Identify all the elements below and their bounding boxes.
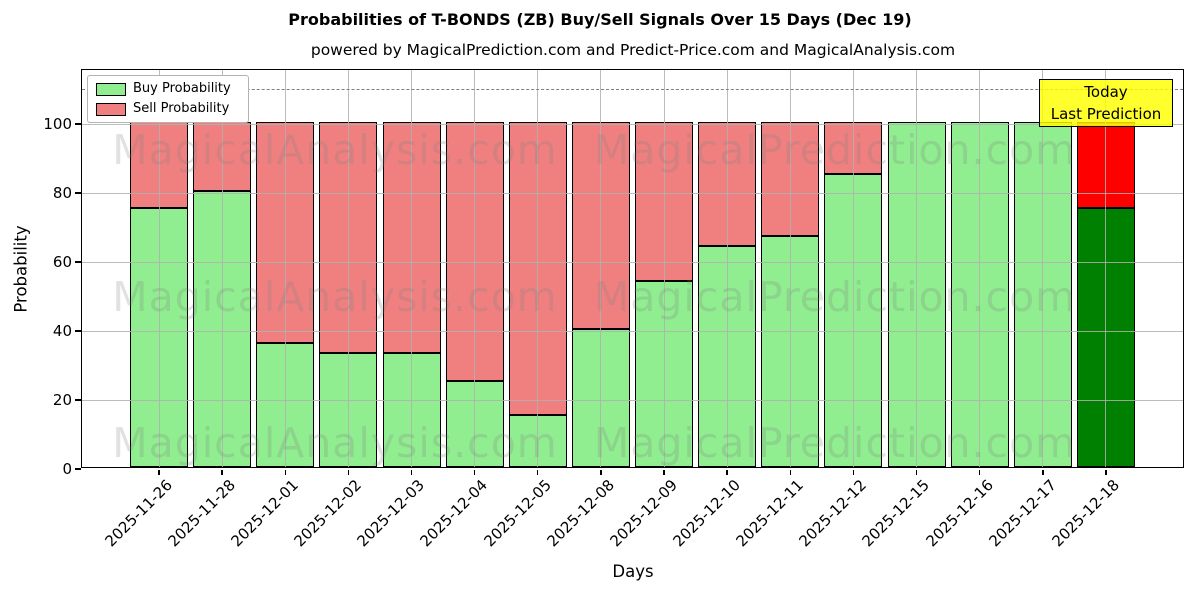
chart-title: Probabilities of T-BONDS (ZB) Buy/Sell S… <box>288 10 912 29</box>
y-tick-label: 0 <box>62 460 72 478</box>
bar-buy-segment <box>256 342 315 467</box>
x-tick-mark <box>537 470 539 475</box>
bar-sell-segment <box>193 122 252 191</box>
x-tick-mark <box>1042 470 1044 475</box>
x-tick-label: 2025-12-16 <box>922 476 997 551</box>
legend-item-buy: Buy Probability <box>96 82 240 96</box>
x-tick-label: 2025-11-26 <box>101 476 176 551</box>
y-tick-label: 40 <box>52 322 72 340</box>
today-annotation: Today Last Prediction <box>1039 79 1173 127</box>
bar-buy-segment <box>193 191 252 467</box>
bar-sell-segment <box>382 122 441 354</box>
x-tick-mark <box>978 470 981 475</box>
x-tick-mark <box>473 470 476 475</box>
chart-subtitle: powered by MagicalPrediction.com and Pre… <box>310 41 956 59</box>
plot-area: MagicalAnalysis.com MagicalPrediction.com… <box>81 69 1184 468</box>
bar-sell-segment <box>824 122 883 174</box>
x-tick-label: 2025-12-11 <box>732 476 808 551</box>
bar-sell-segment <box>445 122 504 381</box>
bar-buy-segment <box>130 208 188 467</box>
bar-buy-segment <box>698 246 757 467</box>
x-tick-label: 2025-12-12 <box>795 476 871 551</box>
x-tick-mark <box>158 470 160 475</box>
annotation-line-1: Today <box>1084 83 1128 101</box>
x-tick-mark <box>221 470 223 475</box>
x-tick-label: 2025-12-10 <box>669 476 744 551</box>
legend-label-buy: Buy Probability <box>133 81 231 96</box>
bar-buy-segment <box>1013 122 1072 467</box>
y-tick-mark <box>75 399 81 401</box>
bar-sell-segment <box>319 122 378 354</box>
x-axis-label: Days <box>612 562 654 581</box>
bar-buy-segment <box>319 353 378 467</box>
x-tick-mark <box>410 470 413 475</box>
bar-sell-segment <box>761 122 820 236</box>
x-tick-label: 2025-12-05 <box>480 476 555 551</box>
bar-buy-segment <box>445 380 504 467</box>
threshold-dashed-line <box>82 88 1183 90</box>
x-tick-mark <box>600 470 602 475</box>
x-tick-mark <box>347 470 350 475</box>
sell-swatch-icon <box>96 102 126 116</box>
bar-sell-segment <box>635 122 694 281</box>
x-tick-mark <box>726 470 728 475</box>
x-tick-mark <box>663 470 665 475</box>
x-tick-label: 2025-12-02 <box>290 476 366 551</box>
bar-sell-segment <box>256 122 315 343</box>
y-tick-mark <box>75 330 81 332</box>
y-tick-mark <box>75 192 81 194</box>
bar-sell-segment <box>130 122 188 209</box>
y-tick-mark <box>75 123 81 125</box>
y-tick-label: 20 <box>52 391 72 409</box>
x-tick-label: 2025-12-18 <box>1048 476 1123 551</box>
y-tick-label: 80 <box>52 184 72 202</box>
x-tick-label: 2025-12-08 <box>543 476 618 551</box>
bars-layer <box>82 70 1183 467</box>
bar-buy-segment <box>571 329 630 467</box>
x-tick-mark <box>915 470 918 475</box>
bar-sell-segment <box>1076 122 1135 209</box>
buy-swatch-icon <box>96 82 126 96</box>
y-tick-mark <box>75 468 81 470</box>
bar-sell-segment <box>571 122 630 329</box>
bar-buy-segment <box>508 415 567 467</box>
x-tick-mark <box>284 470 286 475</box>
y-tick-mark <box>75 261 81 263</box>
annotation-line-2: Last Prediction <box>1050 105 1162 123</box>
x-tick-mark <box>789 470 791 475</box>
bar-sell-segment <box>698 122 757 247</box>
x-tick-label: 2025-12-04 <box>417 476 492 551</box>
bar-buy-segment <box>950 122 1009 467</box>
legend-item-sell: Sell Probability <box>96 102 240 116</box>
y-tick-label: 60 <box>52 253 72 271</box>
x-tick-label: 2025-11-28 <box>164 476 239 551</box>
legend: Buy Probability Sell Probability <box>87 75 249 123</box>
bar-buy-segment <box>382 353 441 467</box>
bar-buy-segment <box>824 173 883 467</box>
legend-label-sell: Sell Probability <box>133 101 230 116</box>
x-tick-label: 2025-12-15 <box>858 476 934 551</box>
x-tick-mark <box>1105 470 1107 475</box>
x-tick-mark <box>852 470 855 475</box>
x-tick-label: 2025-12-03 <box>353 476 429 551</box>
bar-buy-segment <box>887 122 946 467</box>
bar-buy-segment <box>1076 208 1135 467</box>
bar-buy-segment <box>761 235 820 467</box>
bar-buy-segment <box>635 280 694 467</box>
x-tick-label: 2025-12-09 <box>606 476 681 551</box>
bar-sell-segment <box>508 122 567 416</box>
x-tick-label: 2025-12-01 <box>227 476 302 551</box>
y-tick-label: 100 <box>43 115 72 133</box>
